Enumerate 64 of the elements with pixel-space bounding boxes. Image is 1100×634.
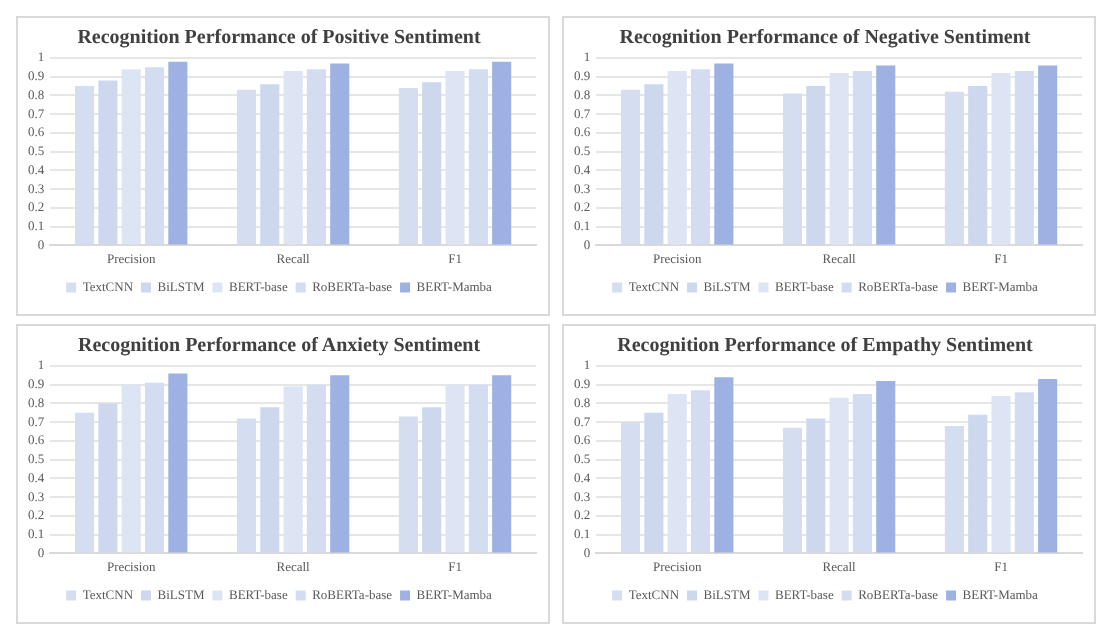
bar bbox=[852, 71, 872, 245]
bar bbox=[492, 375, 512, 553]
bar bbox=[667, 71, 687, 245]
bar bbox=[714, 377, 734, 553]
bar bbox=[75, 86, 95, 245]
bar bbox=[829, 72, 849, 245]
bar bbox=[714, 63, 734, 245]
bar bbox=[991, 395, 1011, 553]
bar bbox=[260, 84, 280, 245]
bar bbox=[422, 407, 442, 553]
bar bbox=[667, 394, 687, 553]
bar bbox=[168, 61, 188, 245]
bar bbox=[398, 87, 418, 245]
chart-title: Recognition Performance of Positive Sentiment bbox=[77, 27, 482, 50]
bar bbox=[445, 71, 465, 245]
bar bbox=[690, 69, 711, 245]
bar bbox=[876, 380, 896, 553]
bar bbox=[1038, 65, 1058, 245]
bar bbox=[1014, 71, 1034, 245]
bar bbox=[621, 89, 641, 245]
bar bbox=[852, 394, 872, 553]
bar bbox=[98, 403, 118, 553]
bar bbox=[306, 384, 326, 553]
bar bbox=[283, 386, 303, 553]
bar bbox=[1014, 392, 1034, 553]
bar bbox=[782, 427, 803, 553]
bar bbox=[876, 65, 896, 245]
bar bbox=[236, 418, 257, 553]
bar bbox=[330, 63, 350, 245]
bar bbox=[621, 422, 641, 553]
bar bbox=[468, 69, 488, 245]
bar bbox=[306, 69, 326, 245]
bar bbox=[168, 373, 188, 553]
bar bbox=[1038, 379, 1058, 553]
bar bbox=[330, 375, 350, 553]
bar bbox=[829, 397, 849, 553]
bar bbox=[644, 412, 664, 553]
bar bbox=[806, 86, 826, 245]
bar bbox=[236, 89, 257, 245]
bar bbox=[968, 414, 988, 553]
bar bbox=[468, 384, 488, 553]
chart-title: Recognition Performance of Anxiety Sentiment bbox=[77, 335, 482, 358]
bar bbox=[944, 425, 964, 553]
bar bbox=[121, 69, 141, 245]
bar bbox=[644, 84, 664, 245]
bar bbox=[968, 86, 988, 245]
bar bbox=[782, 93, 803, 245]
bar bbox=[283, 71, 303, 245]
bar bbox=[422, 82, 442, 245]
bar bbox=[991, 72, 1011, 245]
bar bbox=[492, 61, 512, 245]
bar bbox=[75, 412, 95, 553]
bar bbox=[806, 418, 826, 553]
bar bbox=[398, 416, 418, 553]
bar bbox=[144, 382, 165, 553]
bar bbox=[98, 80, 118, 245]
bar bbox=[121, 384, 141, 553]
chart-title: Recognition Performance of Negative Sentiment bbox=[619, 27, 1032, 50]
bar bbox=[944, 91, 964, 245]
bar bbox=[690, 390, 711, 553]
chart-title: Recognition Performance of Empathy Sentiment bbox=[617, 335, 1035, 358]
bar bbox=[445, 384, 465, 553]
bar bbox=[260, 407, 280, 553]
bar bbox=[144, 67, 165, 245]
